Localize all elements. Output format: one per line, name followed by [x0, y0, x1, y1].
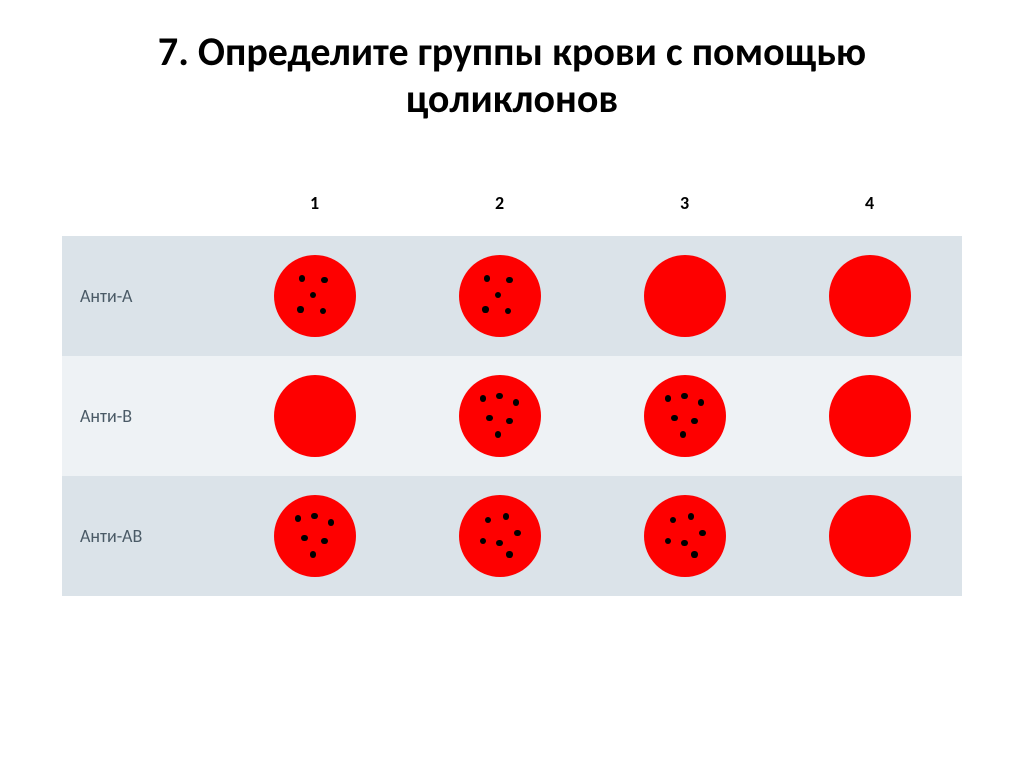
blood-sample-smooth — [829, 495, 911, 577]
col-header-3: 3 — [592, 192, 777, 214]
col-header-4: 4 — [777, 192, 962, 214]
agglutination-dot — [486, 415, 492, 421]
agglutination-dot — [496, 393, 502, 399]
agglutination-dot — [691, 418, 697, 424]
sample-cell — [777, 476, 962, 596]
sample-cell — [222, 236, 407, 356]
agglutination-dot — [671, 415, 677, 421]
blood-sample-smooth — [644, 255, 726, 337]
agglutination-dot — [665, 395, 671, 401]
agglutination-dot — [495, 431, 501, 437]
blood-sample-agglutinated — [274, 495, 356, 577]
agglutination-dot — [297, 306, 303, 312]
agglutination-dot — [320, 308, 326, 314]
agglutination-dot — [506, 418, 512, 424]
column-headers: 1 2 3 4 — [62, 192, 962, 214]
blood-sample-agglutinated — [459, 495, 541, 577]
agglutination-dot — [691, 551, 697, 557]
agglutination-dot — [295, 515, 301, 521]
agglutination-dot — [299, 275, 305, 281]
agglutination-dot — [495, 292, 501, 298]
sample-cell — [592, 476, 777, 596]
slide: 7. Определите группы крови с помощью цол… — [0, 0, 1024, 767]
row-label: Анти-АВ — [62, 525, 222, 547]
agglutination-dot — [485, 517, 491, 523]
sample-cell — [407, 236, 592, 356]
blood-sample-agglutinated — [644, 495, 726, 577]
blood-sample-agglutinated — [274, 255, 356, 337]
sample-cell — [777, 236, 962, 356]
agglutination-dot — [310, 551, 316, 557]
agglutination-dot — [328, 519, 334, 525]
agglutination-dot — [513, 399, 519, 405]
sample-cell — [407, 356, 592, 476]
row-label: Анти-В — [62, 405, 222, 427]
sample-cell — [777, 356, 962, 476]
agglutination-dot — [506, 551, 512, 557]
agglutination-dot — [310, 292, 316, 298]
sample-cell — [592, 236, 777, 356]
agglutination-dot — [665, 538, 671, 544]
col-header-1: 1 — [222, 192, 407, 214]
agglutination-dot — [506, 277, 512, 283]
col-header-2: 2 — [407, 192, 592, 214]
blood-sample-agglutinated — [644, 375, 726, 457]
row-label: Анти-А — [62, 285, 222, 307]
table-row: Анти-АВ — [62, 476, 962, 596]
agglutination-dot — [688, 513, 694, 519]
agglutination-dot — [482, 306, 488, 312]
agglutination-dot — [670, 517, 676, 523]
agglutination-dot — [321, 538, 327, 544]
agglutination-dot — [505, 308, 511, 314]
agglutination-dot — [681, 540, 687, 546]
blood-sample-agglutinated — [459, 255, 541, 337]
rows-container: Анти-А Анти-В Анти-АВ — [62, 236, 962, 596]
blood-sample-agglutinated — [459, 375, 541, 457]
agglutination-dot — [699, 530, 705, 536]
agglutination-dot — [480, 395, 486, 401]
blood-sample-smooth — [829, 255, 911, 337]
agglutination-dot — [503, 513, 509, 519]
table-row: Анти-В — [62, 356, 962, 476]
agglutination-dot — [698, 399, 704, 405]
sample-cell — [407, 476, 592, 596]
sample-cell — [222, 356, 407, 476]
agglutination-dot — [680, 431, 686, 437]
agglutination-dot — [514, 530, 520, 536]
blood-type-chart: 1 2 3 4 Анти-А Анти-В Анти-АВ — [62, 192, 962, 596]
agglutination-dot — [301, 535, 307, 541]
agglutination-dot — [311, 513, 317, 519]
agglutination-dot — [321, 277, 327, 283]
slide-title: 7. Определите группы крови с помощью цол… — [52, 28, 972, 122]
blood-sample-smooth — [829, 375, 911, 457]
agglutination-dot — [681, 393, 687, 399]
table-row: Анти-А — [62, 236, 962, 356]
blood-sample-smooth — [274, 375, 356, 457]
agglutination-dot — [496, 540, 502, 546]
sample-cell — [592, 356, 777, 476]
sample-cell — [222, 476, 407, 596]
agglutination-dot — [484, 275, 490, 281]
agglutination-dot — [480, 538, 486, 544]
